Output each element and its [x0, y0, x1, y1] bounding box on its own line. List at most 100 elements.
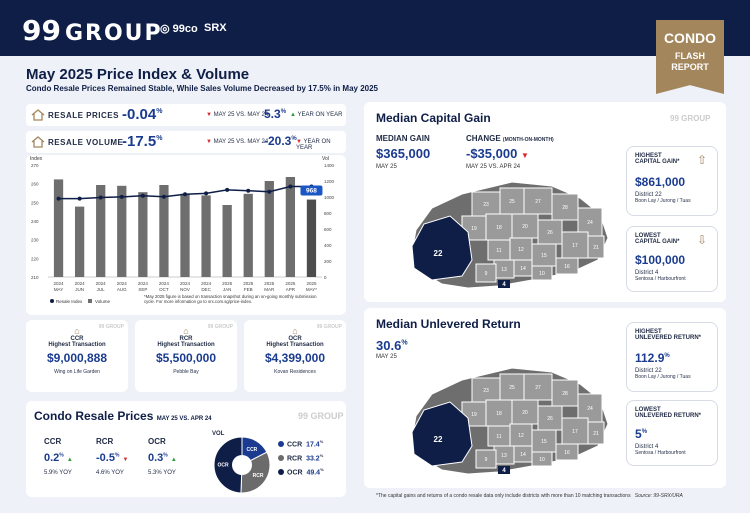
district-number: 11 — [496, 248, 501, 254]
district-number: 20 — [522, 410, 528, 416]
highest-unlevered-return-box: HIGHEST UNLEVERED RETURN* 112.9% District… — [626, 322, 718, 392]
transaction-value: $4,399,000 — [264, 351, 326, 365]
pie-slice-label: CCR — [246, 447, 257, 453]
district-4-label: 4 — [502, 468, 506, 474]
volume-bar — [264, 181, 274, 277]
district-number: 18 — [496, 225, 502, 231]
page-subtitle: Condo Resale Prices Remained Stable, Whi… — [26, 84, 378, 93]
district-shape — [475, 449, 497, 469]
tag-icon: ⌂ — [183, 326, 189, 336]
resale-index-point — [288, 184, 293, 189]
footer-note: *The capital gains and returns of a cond… — [376, 493, 683, 499]
highest-transaction-card-ocr: ⌂ OCR Highest Transaction $4,399,000 Kov… — [244, 320, 346, 392]
legend-index-swatch — [50, 299, 54, 303]
volume-bar — [201, 195, 211, 277]
volume-bar — [53, 179, 64, 277]
watermark-logo: 99 GROUP — [670, 114, 711, 123]
right-tick-label: 1000 — [324, 195, 335, 200]
left-tick-label: 220 — [31, 256, 39, 261]
district-22-label: 22 — [434, 435, 443, 444]
district-shape — [577, 207, 603, 237]
district-number: 26 — [547, 416, 553, 422]
x-tick-year: 2024 — [180, 281, 191, 286]
x-tick-year: 2024 — [117, 281, 128, 286]
x-tick-month: AUG — [117, 287, 127, 292]
highest-transaction-card-ccr: ⌂ CCR Highest Transaction $9,000,888 Win… — [26, 320, 128, 392]
unlevered-return-value: 30.6% — [376, 338, 408, 353]
resale-index-point — [77, 196, 82, 201]
x-tick-year: 2025 — [285, 281, 296, 286]
left-tick-label: 240 — [31, 219, 39, 224]
x-tick-year: 2024 — [159, 281, 170, 286]
x-tick-month: DEC — [201, 287, 211, 292]
segment-change: -0.5% ▼ — [96, 452, 129, 464]
district-4-label: 4 — [502, 282, 506, 288]
x-tick-month: MAY — [54, 287, 63, 292]
lowest-capital-gain-box: LOWEST CAPITAL GAIN* ⇩ $100,000 District … — [626, 226, 718, 292]
legend-volume-swatch — [88, 299, 92, 303]
x-tick-year: 2024 — [138, 281, 149, 286]
transaction-label: Highest Transaction — [157, 342, 215, 348]
district-shape — [531, 265, 553, 281]
left-tick-label: 250 — [31, 200, 39, 205]
segment-label: RCR — [96, 437, 114, 446]
district-number: 16 — [564, 450, 570, 456]
segment-label: CCR — [44, 437, 62, 446]
district-shape — [587, 421, 605, 445]
median-gain-value: $365,000 — [376, 146, 431, 161]
resale-index-point — [204, 191, 209, 196]
district-number: 19 — [471, 226, 477, 232]
up-arrow-dollar-icon: ⇧ — [696, 153, 707, 167]
resale-prices-row: RESALE PRICES -0.04% ▼ MAY 25 VS. MAY 24… — [26, 104, 346, 126]
district-number: 27 — [535, 385, 541, 391]
district-number: 9 — [485, 271, 488, 277]
left-tick-label: 260 — [31, 182, 39, 187]
resale-index-point — [56, 196, 61, 201]
x-tick-month: SEP — [138, 287, 147, 292]
x-tick-month: APR — [286, 287, 296, 292]
x-tick-month: JUN — [75, 287, 84, 292]
page-title: May 2025 Price Index & Volume — [26, 66, 250, 83]
district-number: 26 — [547, 230, 553, 236]
segment-yoy: 5.3% YOY — [148, 470, 176, 476]
volume-bar — [138, 192, 148, 277]
district-shape — [471, 377, 501, 403]
volume-bar — [74, 206, 85, 277]
district-22-highlight — [411, 401, 473, 467]
watermark-logo: 99 GROUP — [316, 324, 342, 330]
pie-legend-ccr: CCR 17.4% — [278, 439, 323, 448]
x-tick-month: OCT — [159, 287, 169, 292]
highest-transaction-card-rcr: ⌂ RCR Highest Transaction $5,500,000 Peb… — [135, 320, 237, 392]
transaction-segment: CCR — [70, 336, 84, 342]
district-shape — [531, 451, 553, 467]
district-number: 13 — [501, 267, 507, 273]
transaction-place: Kovan Residences — [274, 369, 316, 375]
tag-icon: ⌂ — [74, 326, 80, 336]
resale-index-point — [183, 192, 187, 197]
district-number: 19 — [471, 412, 477, 418]
resale-index-point — [161, 194, 166, 199]
srx-logo: SRX — [204, 22, 227, 34]
district-number: 10 — [539, 457, 545, 463]
district-number: 12 — [518, 247, 524, 253]
transaction-place: Wing on Life Garden — [54, 369, 100, 375]
lowest-unlevered-return-box: LOWEST UNLEVERED RETURN* 5% District 4 Sen… — [626, 400, 718, 466]
district-number: 27 — [535, 199, 541, 205]
segment-label: OCR — [148, 437, 166, 446]
legend-swatch — [278, 455, 284, 462]
legend-volume-label: Volume — [95, 299, 111, 304]
legend-swatch — [278, 469, 284, 476]
top-header: 99 GROUP ◎ 99co SRX — [0, 0, 750, 56]
district-number: 28 — [562, 391, 568, 397]
segment-change: 0.2% ▲ — [44, 452, 73, 464]
right-axis-title: Vol — [322, 156, 329, 162]
resale-index-point — [98, 195, 103, 200]
watermark-logo: 99 GROUP — [207, 324, 233, 330]
district-shape — [555, 443, 579, 461]
condo-resale-prices-card: Condo Resale Prices MAY 25 VS. APR 24 99… — [26, 401, 346, 497]
volume-bar — [243, 193, 253, 277]
transaction-label: Highest Transaction — [48, 342, 106, 348]
legend-swatch — [278, 441, 284, 448]
right-tick-label: 1400 — [324, 163, 335, 168]
x-tick-month: JUL — [97, 287, 105, 292]
